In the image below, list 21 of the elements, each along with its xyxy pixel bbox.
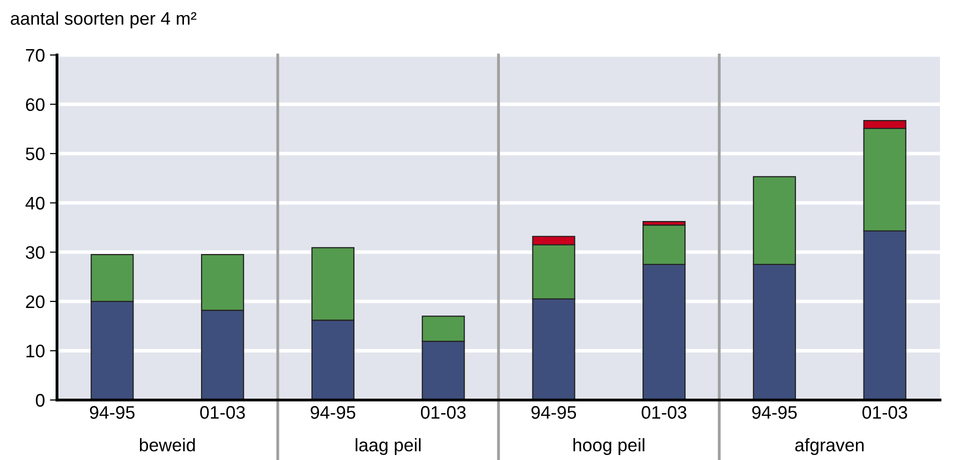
- x-tick-label: 94-95: [531, 406, 576, 419]
- y-tick-label: 10: [26, 344, 44, 358]
- y-tick-label: 40: [26, 196, 44, 210]
- y-tick-label: 20: [26, 295, 44, 308]
- text: hoog peil: [573, 438, 644, 455]
- text: afgraven: [795, 438, 864, 455]
- x-tick-label: 94-95: [310, 406, 356, 419]
- y-tick-label: 70: [26, 48, 44, 62]
- y-tick-label: 0: [36, 394, 44, 407]
- x-tick-label: 01-03: [420, 406, 466, 419]
- x-tick-label: 01-03: [642, 406, 686, 419]
- x-tick-label: 01-03: [862, 406, 908, 419]
- y-tick-label: 30: [26, 246, 44, 259]
- x-tick-label: 01-03: [200, 406, 245, 419]
- y-tick-label: 50: [26, 148, 44, 160]
- y-axis-title: aantal soorten per 4 m²: [10, 12, 196, 28]
- text: laag peil: [356, 438, 421, 455]
- y-tick-label: 60: [26, 98, 44, 112]
- text: beweid: [140, 438, 195, 452]
- x-tick-label: 94-95: [752, 406, 797, 419]
- x-tick-label: 94-95: [90, 406, 135, 419]
